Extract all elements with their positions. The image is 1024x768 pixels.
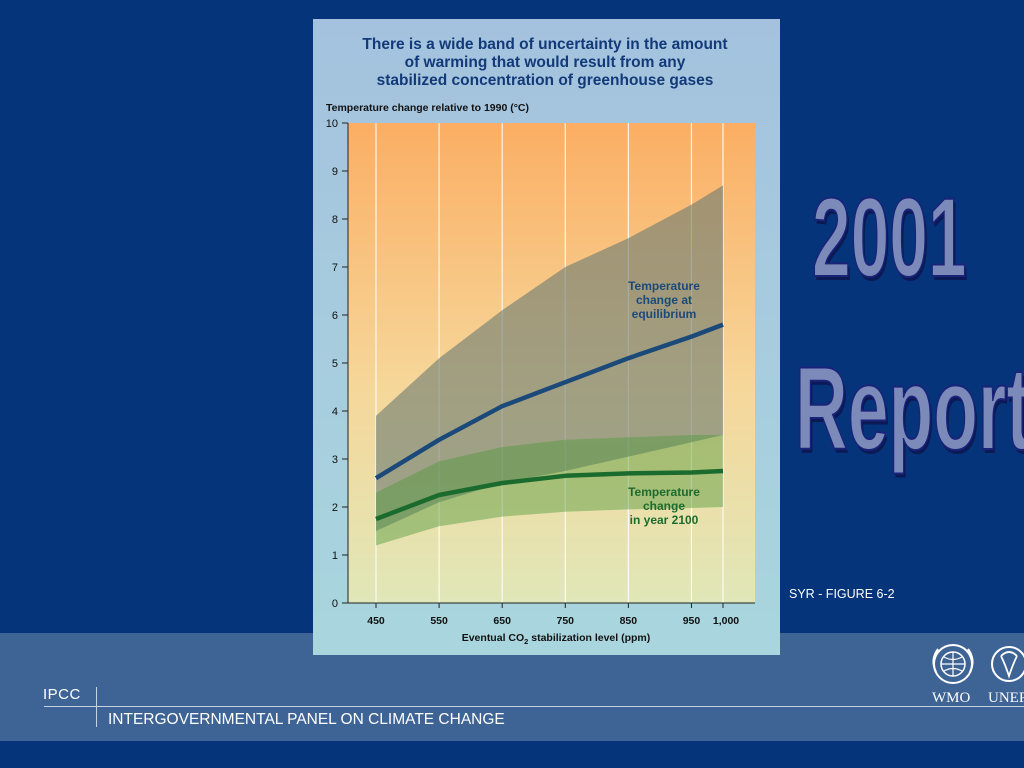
y-axis-label: Temperature change relative to 1990 (°C) xyxy=(326,102,529,114)
series-label-year-2100: Temperature xyxy=(628,485,700,499)
x-axis-label: Eventual CO2 stabilization level (ppm) xyxy=(462,632,651,646)
y-tick-label: 1 xyxy=(332,550,338,562)
unep-emblem-icon xyxy=(991,646,1024,682)
y-tick-label: 4 xyxy=(332,406,338,418)
chart-title-line-2: of warming that would result from any xyxy=(405,54,686,71)
series-label-equilibrium: Temperature xyxy=(628,279,700,293)
ipcc-acronym: IPCC xyxy=(43,686,81,703)
wmo-unep-logos: WMO UNEP xyxy=(932,644,1024,706)
y-tick-label: 7 xyxy=(332,262,338,274)
band-layer xyxy=(376,185,723,546)
x-tick-label: 850 xyxy=(620,615,638,627)
footer-bottom-strip xyxy=(0,741,1024,768)
y-tick-label: 9 xyxy=(332,166,338,178)
series-label-year-2100: in year 2100 xyxy=(630,513,699,527)
series-label-year-2100: change xyxy=(643,499,685,513)
y-tick-label: 10 xyxy=(326,118,338,130)
x-tick-label: 1,000 xyxy=(713,615,739,627)
uncertainty-band-year-2100 xyxy=(376,435,723,546)
x-tick-label: 550 xyxy=(430,615,448,627)
x-tick-label: 950 xyxy=(683,615,701,627)
ipcc-full-name: INTERGOVERNMENTAL PANEL ON CLIMATE CHANG… xyxy=(108,711,505,728)
y-tick-label: 5 xyxy=(332,358,338,370)
x-axis-label-subscript: 2 xyxy=(524,637,528,646)
chart-title-line-1: There is a wide band of uncertainty in t… xyxy=(362,36,727,53)
y-tick-label: 3 xyxy=(332,454,338,466)
x-tick-label: 650 xyxy=(493,615,511,627)
x-axis-label-suffix: stabilization level (ppm) xyxy=(528,632,650,644)
figure-label: SYR - FIGURE 6-2 xyxy=(789,587,895,601)
y-tick-label: 2 xyxy=(332,502,338,514)
footer-divider-horizontal xyxy=(44,706,1024,707)
chart-title-line-3: stabilized concentration of greenhouse g… xyxy=(377,72,714,89)
footer-divider-vertical xyxy=(96,687,97,727)
chart-svg: There is a wide band of uncertainty in t… xyxy=(313,19,780,655)
x-axis-label-prefix: Eventual CO xyxy=(462,632,524,644)
series-label-equilibrium: equilibrium xyxy=(632,307,697,321)
axis-layer: 0 1 2 3 4 5 6 7 8 9 10 450 550 650 750 850 950 1,000 xyxy=(326,118,755,627)
y-tick-label: 8 xyxy=(332,214,338,226)
x-tick-label: 750 xyxy=(557,615,575,627)
uncertainty-band-equilibrium xyxy=(376,185,723,531)
unep-logo-text: UNEP xyxy=(988,690,1024,706)
y-tick-label: 6 xyxy=(332,310,338,322)
x-tick-label: 450 xyxy=(367,615,385,627)
decor-report-text: Report xyxy=(794,343,1024,475)
wmo-emblem-icon xyxy=(932,644,974,684)
decor-year-text: 2001 xyxy=(811,175,967,300)
line-layer xyxy=(374,322,724,522)
series-label-equilibrium: change at xyxy=(636,293,692,307)
series-line-year-2100 xyxy=(375,468,724,522)
chart-panel: There is a wide band of uncertainty in t… xyxy=(313,19,780,655)
series-line-equilibrium xyxy=(374,322,724,481)
y-tick-label: 0 xyxy=(332,598,338,610)
wmo-logo-text: WMO xyxy=(932,690,970,706)
